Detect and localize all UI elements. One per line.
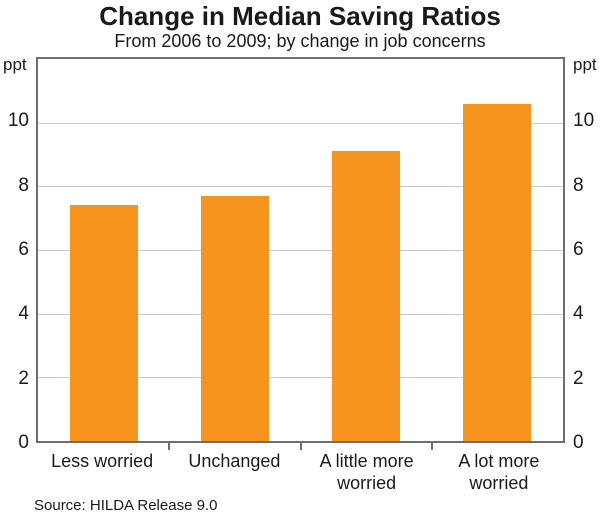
plot-area <box>36 57 565 443</box>
y-tick-label-right-4: 4 <box>573 303 584 325</box>
y-axis-unit-left: ppt <box>3 55 27 74</box>
category-label-unchanged: Unchanged <box>188 451 281 471</box>
category-separator-tick-1 <box>168 443 171 450</box>
gridline-4 <box>38 313 563 315</box>
y-tick-label-right-6: 6 <box>573 239 584 260</box>
y-tick-label-left-0: 0 <box>18 432 29 453</box>
gridline-8 <box>38 186 563 188</box>
gridline-10 <box>38 122 563 124</box>
chart-title: Change in Median Saving Ratios <box>99 1 501 31</box>
chart-subtitle: From 2006 to 2009; by change in job conc… <box>114 31 486 51</box>
y-axis-labels-left: 0 2 4 6 8 10 <box>0 57 29 453</box>
category-separator-tick-2 <box>299 443 302 450</box>
bar-a-lot-more-worried <box>463 104 532 441</box>
category-label-less-worried: Less worried <box>51 451 154 471</box>
y-tick-label-right-10: 10 <box>573 110 595 132</box>
x-axis-category-labels: Less worried Unchanged A little more worri… <box>36 450 565 494</box>
y-tick-label-right-0: 0 <box>573 432 584 453</box>
source-note: Source: HILDA Release 9.0 <box>34 497 218 514</box>
bar-unchanged <box>200 196 269 441</box>
y-axis-unit-right: ppt <box>573 55 597 74</box>
y-axis-labels-right: 0 2 4 6 8 10 <box>573 57 600 453</box>
category-separator-tick-3 <box>430 443 433 450</box>
y-tick-label-left-8: 8 <box>18 174 29 196</box>
category-label-a-little-more-worried: A little more worried <box>319 451 414 493</box>
y-tick-label-left-6: 6 <box>18 239 29 260</box>
gridline-6 <box>38 250 563 251</box>
category-label-a-lot-more-worried: A lot more worried <box>458 451 540 493</box>
gridline-2 <box>38 377 563 379</box>
bar-less-worried <box>69 205 138 441</box>
y-tick-label-right-8: 8 <box>573 174 584 196</box>
y-tick-label-left-4: 4 <box>18 303 29 325</box>
y-tick-label-left-10: 10 <box>7 110 29 132</box>
y-tick-label-right-2: 2 <box>573 367 584 389</box>
y-tick-label-left-2: 2 <box>18 367 29 389</box>
bar-a-little-more-worried <box>332 151 401 441</box>
